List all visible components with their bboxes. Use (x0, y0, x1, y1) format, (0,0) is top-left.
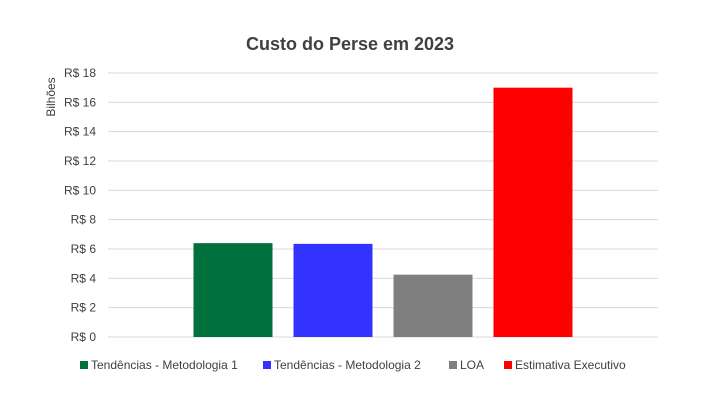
y-tick-label: R$ 8 (71, 213, 97, 227)
legend-swatch (263, 361, 271, 369)
y-axis-label: Bilhões (44, 77, 58, 116)
legend-label: LOA (460, 358, 484, 372)
y-tick-label: R$ 6 (71, 242, 97, 256)
legend: Tendências - Metodologia 1 Tendências - M… (80, 358, 626, 372)
legend-item: Tendências - Metodologia 1 (80, 358, 238, 372)
bar-tend-ncias-metodologia-1 (193, 243, 273, 337)
y-tick-label: R$ 14 (64, 125, 96, 139)
bar-estimativa-executivo (493, 87, 573, 338)
legend-item: LOA (449, 358, 484, 372)
y-tick-label: R$ 18 (64, 66, 96, 80)
y-axis-ticks: R$ 0 R$ 2 R$ 4 R$ 6 R$ 8 R$ 10 R$ 12 R$ 14 R$ 16… (64, 66, 96, 344)
y-tick-label: R$ 2 (71, 301, 97, 315)
legend-label: Tendências - Metodologia 1 (91, 358, 238, 372)
legend-swatch (80, 361, 88, 369)
gridlines (108, 72, 658, 338)
y-tick-label: R$ 10 (64, 183, 96, 197)
legend-item: Estimativa Executivo (504, 358, 626, 372)
legend-swatch (504, 361, 512, 369)
bar-loa (393, 274, 473, 337)
legend-swatch (449, 361, 457, 369)
legend-item: Tendências - Metodologia 2 (263, 358, 421, 372)
bar-tend-ncias-metodologia-2 (293, 243, 373, 337)
y-tick-label: R$ 16 (64, 95, 96, 109)
chart-title: Custo do Perse em 2023 (246, 34, 454, 54)
y-tick-label: R$ 12 (64, 154, 96, 168)
y-tick-label: R$ 0 (71, 330, 97, 344)
bars (193, 87, 573, 338)
legend-label: Estimativa Executivo (515, 358, 626, 372)
y-tick-label: R$ 4 (71, 271, 97, 285)
legend-label: Tendências - Metodologia 2 (274, 358, 421, 372)
